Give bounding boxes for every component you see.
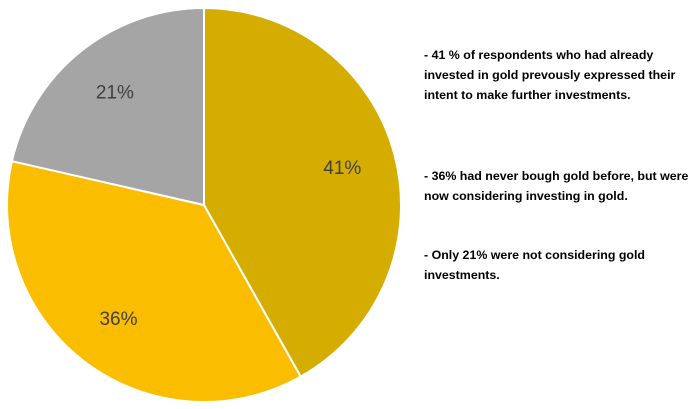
- annotation-panel: - 41 % of respondents who had already in…: [424, 0, 696, 409]
- pie-slice-36: [6, 159, 303, 403]
- pie-chart: 41% 36% 21%: [6, 6, 402, 403]
- note-invested-before: - 41 % of respondents who had already in…: [424, 48, 676, 102]
- pie-label-41: 41%: [323, 158, 361, 179]
- pie-slice-21: [10, 6, 205, 207]
- pie-label-21: 21%: [96, 83, 134, 104]
- note-not-considering: - Only 21% were not considering gold inv…: [424, 248, 645, 282]
- pie-label-36: 36%: [99, 309, 137, 330]
- note-never-bought: - 36% had never bough gold before, but w…: [424, 169, 689, 203]
- pie-slice-41: [203, 6, 402, 379]
